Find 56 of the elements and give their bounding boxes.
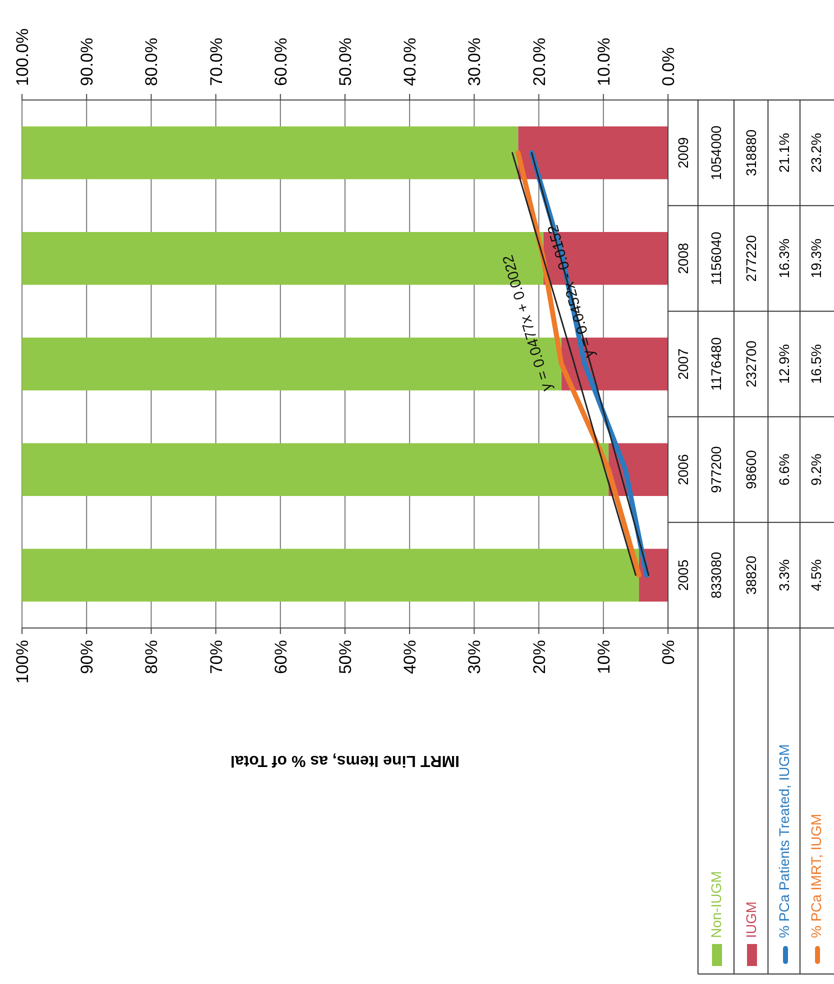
text: 833080 [708,552,724,599]
text: 1054000 [708,125,724,180]
x-tick-label: 100% [13,640,32,684]
y-tick-label: 2007 [675,348,691,380]
x-tick-label: 50% [336,640,355,674]
text: 1176480 [708,337,724,391]
x2-tick-label: 40.0% [400,38,420,86]
x-axis-title: IMRT Line Items, as % of Total [230,752,460,769]
text: % PCa Patients Treated, IUGM [776,744,792,938]
x-tick-label: 80% [142,640,162,674]
x-tick-label: 60% [271,640,290,674]
text: 6.6% [776,454,792,486]
x2-tick-label: 10.0% [594,38,614,86]
text: 232700 [743,340,759,388]
x-tick-label: 70% [206,640,226,674]
text: 1156040 [708,231,724,286]
text: 277220 [743,234,759,282]
text: IUGM [743,901,759,938]
text: 38820 [743,556,759,595]
text: 318880 [743,129,759,176]
x-tick-label: 0% [659,640,678,665]
x2-tick-label: 70.0% [206,38,226,86]
x2-tick-label: 30.0% [465,38,484,86]
x2-tick-label: 0.0% [659,47,678,86]
text: 4.5% [808,559,824,592]
x-tick-label: 10% [594,640,614,674]
x-tick-label: 40% [400,640,420,674]
text: Non-IUGM [708,871,724,938]
x2-tick-label: 90.0% [78,38,97,86]
x2-tick-label: 60.0% [271,38,290,86]
x-tick-label: 30% [465,640,484,674]
text: 16.3% [776,238,792,278]
text: 21.1% [776,132,792,173]
text: 98600 [743,450,759,490]
y-tick-label: 2008 [675,242,691,274]
x-tick-label: 20% [530,640,549,674]
bar [22,126,518,180]
x2-tick-label: 20.0% [530,38,549,86]
bar [22,443,609,496]
x-tick-label: 90% [78,640,97,674]
y-tick-label: 2009 [675,137,691,168]
text: 9.2% [808,454,824,486]
text: 19.3% [808,238,824,278]
y-tick-label: 2005 [675,559,691,591]
text: 3.3% [776,559,792,592]
bar [22,548,639,602]
text: % PCa IMRT, IUGM [808,814,824,938]
text: 23.2% [808,132,824,173]
text: 977200 [708,446,724,493]
text: 12.9% [776,344,792,384]
x2-tick-label: 50.0% [336,38,355,86]
y-tick-label: 2006 [675,454,691,486]
bar [518,126,668,180]
x2-tick-label: 80.0% [142,38,162,86]
text: 16.5% [808,344,824,384]
x2-tick-label: 100.0% [13,28,32,86]
